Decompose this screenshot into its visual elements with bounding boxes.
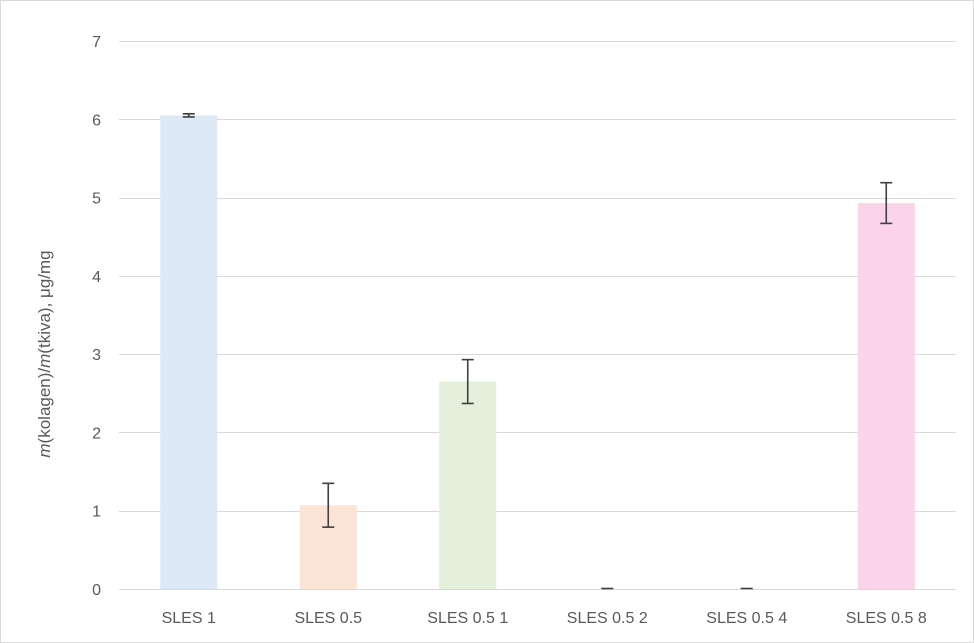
x-tick-label: SLES 0.5 8 (846, 610, 927, 627)
gridlines (119, 41, 956, 590)
y-axis-title-part: m (35, 443, 54, 457)
x-tick-label: SLES 1 (162, 610, 216, 627)
y-tick-label: 1 (92, 504, 101, 521)
bar (857, 203, 915, 589)
error-bar (461, 358, 474, 405)
y-axis-title-part: (kolagen)/ (35, 368, 54, 444)
bar (160, 115, 218, 589)
x-tick-label: SLES 0.5 1 (427, 610, 508, 627)
y-tick-labels: 0 1 2 3 4 5 6 7 (92, 34, 101, 599)
y-tick-label: 0 (92, 582, 101, 599)
y-axis-title-part: m (35, 354, 54, 368)
x-tick-label: SLES 0.5 2 (567, 610, 648, 627)
error-bar (182, 113, 195, 118)
x-tick-label: SLES 0.5 (294, 610, 362, 627)
y-axis-title: m(kolagen)/m(tkiva), μg/mg (35, 250, 54, 457)
bar (439, 381, 497, 589)
error-bar (322, 482, 335, 528)
y-tick-label: 2 (92, 425, 101, 442)
y-tick-label: 6 (92, 112, 101, 129)
bars (160, 115, 915, 589)
y-axis-title-part: (tkiva), μg/mg (35, 250, 54, 353)
y-tick-label: 4 (92, 269, 101, 286)
error-bar (880, 181, 893, 225)
y-tick-label: 3 (92, 347, 101, 364)
y-tick-label: 7 (92, 34, 101, 51)
error-bars (182, 113, 893, 590)
x-tick-labels: SLES 1 SLES 0.5 SLES 0.5 1 SLES 0.5 2 SLES 0… (162, 610, 927, 627)
y-tick-label: 5 (92, 191, 101, 208)
x-tick-label: SLES 0.5 4 (706, 610, 787, 627)
